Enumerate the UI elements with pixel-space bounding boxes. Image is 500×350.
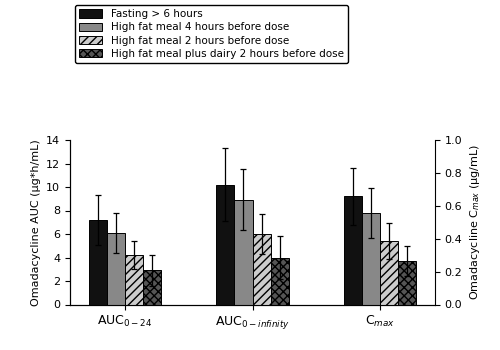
Bar — [234, 200, 252, 304]
Bar — [344, 196, 362, 304]
Bar — [398, 261, 416, 304]
Y-axis label: Omadacycline AUC (µg*h/mL): Omadacycline AUC (µg*h/mL) — [30, 139, 40, 306]
Y-axis label: Omadacycline C$_{max}$ (µg/mL): Omadacycline C$_{max}$ (µg/mL) — [468, 144, 482, 300]
Bar — [216, 185, 234, 304]
Bar — [143, 271, 161, 304]
Legend: Fasting > 6 hours, High fat meal 4 hours before dose, High fat meal 2 hours befo: Fasting > 6 hours, High fat meal 4 hours… — [75, 5, 348, 63]
Bar — [270, 258, 288, 304]
Bar — [107, 233, 125, 304]
Bar — [89, 220, 107, 304]
Bar — [362, 213, 380, 304]
Bar — [252, 234, 270, 304]
Bar — [125, 255, 143, 304]
Bar — [380, 241, 398, 304]
